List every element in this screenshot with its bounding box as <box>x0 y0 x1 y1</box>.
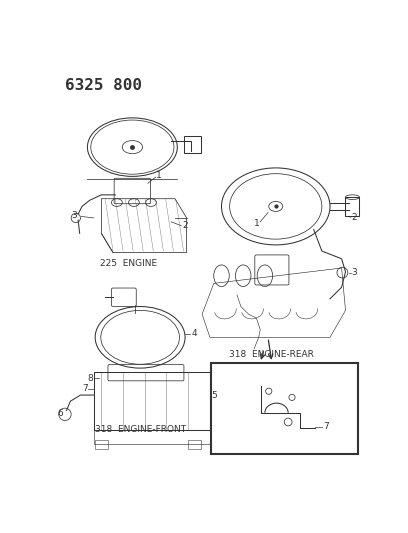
Text: 3: 3 <box>71 211 77 220</box>
Bar <box>93 372 210 430</box>
Text: 7: 7 <box>323 422 329 431</box>
Text: 2: 2 <box>183 221 188 230</box>
Text: 1: 1 <box>156 171 162 180</box>
Bar <box>184 135 201 152</box>
Text: 318  ENGINE-FRONT: 318 ENGINE-FRONT <box>95 425 186 434</box>
Text: 5: 5 <box>211 391 217 400</box>
Bar <box>95 440 108 449</box>
Bar <box>211 363 358 454</box>
Text: 1: 1 <box>253 219 259 228</box>
Text: 318  ENGINE-REAR: 318 ENGINE-REAR <box>229 350 314 359</box>
Text: 8: 8 <box>88 374 93 383</box>
Bar <box>346 197 359 216</box>
Text: 6: 6 <box>57 409 63 418</box>
Text: 225  ENGINE: 225 ENGINE <box>100 259 157 268</box>
Text: 6325 800: 6325 800 <box>65 78 142 93</box>
Text: 4: 4 <box>191 329 197 338</box>
Text: 2: 2 <box>352 213 357 222</box>
Bar <box>93 430 210 443</box>
Bar <box>188 440 201 449</box>
Text: 3: 3 <box>352 268 357 277</box>
Text: 7: 7 <box>82 384 88 393</box>
